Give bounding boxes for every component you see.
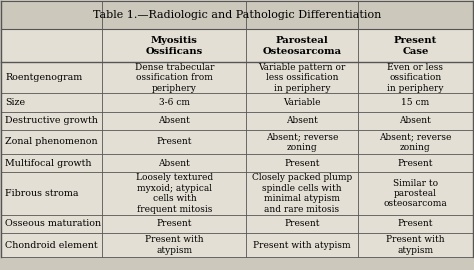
Text: Even or less
ossification
in periphery: Even or less ossification in periphery — [387, 63, 444, 93]
Bar — [0, 215, 474, 233]
Text: Multifocal growth: Multifocal growth — [5, 159, 92, 168]
Bar — [0, 29, 474, 62]
Text: Variable pattern or
less ossification
in periphery: Variable pattern or less ossification in… — [258, 63, 346, 93]
Text: Closely packed plump
spindle cells with
minimal atypism
and rare mitosis: Closely packed plump spindle cells with … — [252, 173, 352, 214]
Text: Roentgenogram: Roentgenogram — [5, 73, 82, 82]
Text: Absent: Absent — [400, 116, 431, 125]
Text: Present with
atypism: Present with atypism — [145, 235, 204, 255]
Text: Absent; reverse
zoning: Absent; reverse zoning — [266, 132, 338, 152]
Bar — [0, 154, 474, 172]
Text: Present: Present — [398, 159, 433, 168]
Bar — [0, 1, 474, 29]
Bar — [0, 233, 474, 257]
Text: Fibrous stroma: Fibrous stroma — [5, 189, 79, 198]
Text: Absent; reverse
zoning: Absent; reverse zoning — [379, 132, 452, 152]
Text: 15 cm: 15 cm — [401, 98, 429, 107]
Bar — [0, 93, 474, 112]
Text: Present
Case: Present Case — [394, 36, 437, 56]
Text: Parosteal
Osteosarcoma: Parosteal Osteosarcoma — [263, 36, 342, 56]
Text: Similar to
parosteal
osteosarcoma: Similar to parosteal osteosarcoma — [383, 179, 447, 208]
Text: Dense trabecular
ossification from
periphery: Dense trabecular ossification from perip… — [135, 63, 214, 93]
Text: Chondroid element: Chondroid element — [5, 241, 98, 250]
Text: Present with atypism: Present with atypism — [253, 241, 351, 250]
Text: 3-6 cm: 3-6 cm — [159, 98, 190, 107]
Text: Osseous maturation: Osseous maturation — [5, 220, 101, 228]
Text: Present: Present — [284, 220, 320, 228]
Text: Zonal phenomenon: Zonal phenomenon — [5, 137, 98, 147]
Bar — [0, 172, 474, 215]
Bar — [0, 112, 474, 130]
Text: Present: Present — [156, 137, 192, 147]
Text: Present: Present — [284, 159, 320, 168]
Text: Present: Present — [398, 220, 433, 228]
Text: Size: Size — [5, 98, 26, 107]
Bar — [0, 130, 474, 154]
Bar — [0, 62, 474, 93]
Text: Absent: Absent — [158, 116, 191, 125]
Text: Table 1.—Radiologic and Pathologic Differentiation: Table 1.—Radiologic and Pathologic Diffe… — [93, 10, 381, 20]
Text: Absent: Absent — [158, 159, 191, 168]
Text: Myositis
Ossificans: Myositis Ossificans — [146, 36, 203, 56]
Text: Destructive growth: Destructive growth — [5, 116, 98, 125]
Text: Absent: Absent — [286, 116, 318, 125]
Text: Present with
atypism: Present with atypism — [386, 235, 445, 255]
Text: Loosely textured
myxoid; atypical
cells with
frequent mitosis: Loosely textured myxoid; atypical cells … — [136, 173, 213, 214]
Text: Variable: Variable — [283, 98, 321, 107]
Text: Present: Present — [156, 220, 192, 228]
